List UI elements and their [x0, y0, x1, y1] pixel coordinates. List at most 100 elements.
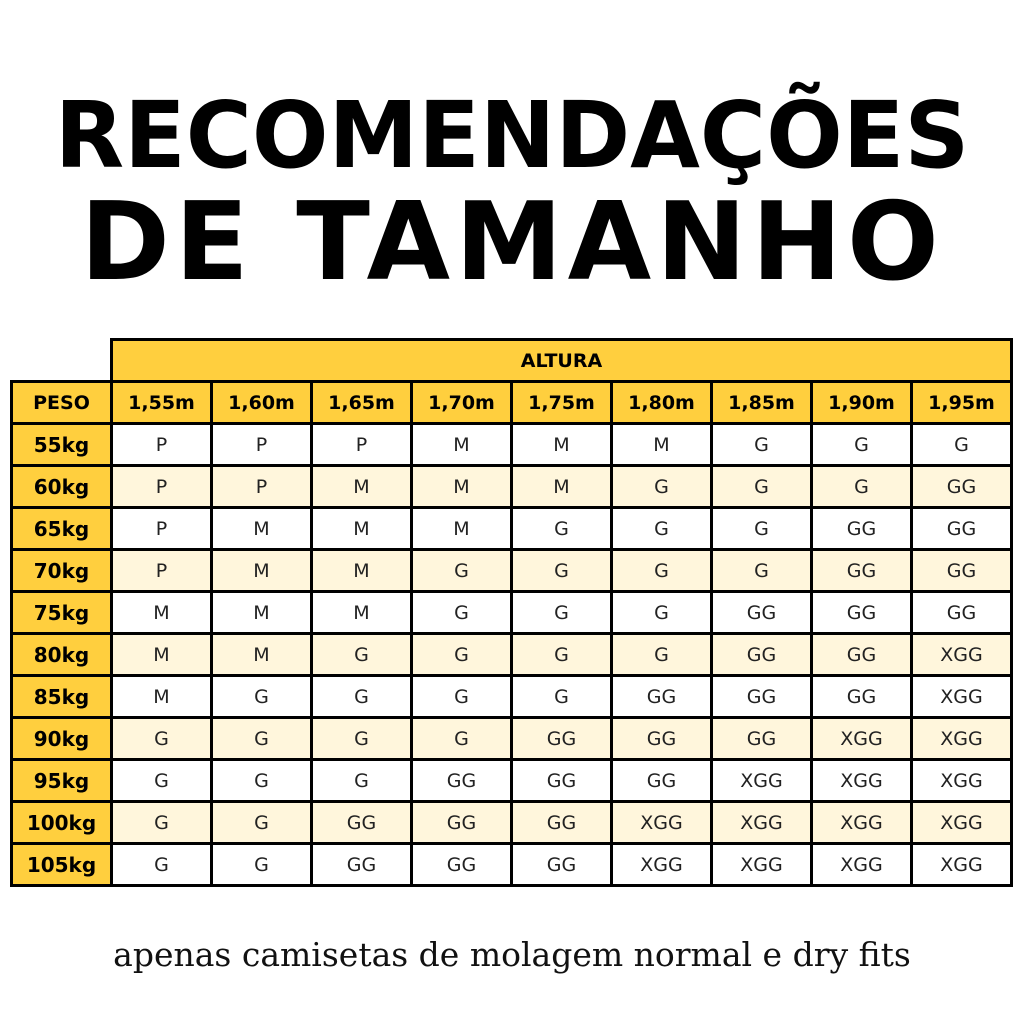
weight-row-header: 55kg	[10, 422, 113, 467]
weight-row-header: 65kg	[10, 506, 113, 551]
size-cell: XGG	[910, 674, 1013, 719]
size-cell: XGG	[810, 842, 913, 887]
size-cell: XGG	[910, 842, 1013, 887]
altura-header: ALTURA	[110, 338, 1013, 383]
size-cell: XGG	[710, 800, 813, 845]
table-row: 85kg M G G G G GG GG GG XGG	[10, 674, 1013, 719]
size-cell: XGG	[810, 758, 913, 803]
size-cell: P	[210, 422, 313, 467]
size-cell: M	[310, 590, 413, 635]
size-cell: G	[210, 716, 313, 761]
size-cell: M	[110, 674, 213, 719]
size-cell: GG	[710, 716, 813, 761]
size-cell: G	[410, 632, 513, 677]
size-cell: GG	[610, 716, 713, 761]
size-cell: M	[210, 506, 313, 551]
weight-row-header: 100kg	[10, 800, 113, 845]
size-cell: M	[310, 506, 413, 551]
size-cell: G	[710, 422, 813, 467]
size-cell: GG	[710, 632, 813, 677]
height-column-header: 1,95m	[910, 380, 1013, 425]
size-cell: GG	[510, 800, 613, 845]
height-column-header: 1,70m	[410, 380, 513, 425]
size-cell: G	[210, 758, 313, 803]
size-cell: G	[610, 464, 713, 509]
size-cell: GG	[410, 758, 513, 803]
size-cell: XGG	[710, 842, 813, 887]
size-cell: GG	[610, 674, 713, 719]
size-cell: GG	[710, 674, 813, 719]
size-cell: M	[510, 422, 613, 467]
size-cell: G	[910, 422, 1013, 467]
peso-header: PESO	[10, 380, 113, 425]
size-cell: M	[510, 464, 613, 509]
size-cell: GG	[610, 758, 713, 803]
size-cell: G	[310, 758, 413, 803]
weight-row-header: 70kg	[10, 548, 113, 593]
size-cell: G	[410, 674, 513, 719]
size-cell: G	[610, 632, 713, 677]
size-cell: GG	[510, 842, 613, 887]
altura-header-row: ALTURA	[11, 338, 1013, 383]
size-cell: GG	[510, 716, 613, 761]
size-cell: P	[110, 548, 213, 593]
size-cell: XGG	[810, 800, 913, 845]
height-column-header: 1,65m	[310, 380, 413, 425]
size-cell: XGG	[610, 842, 713, 887]
height-column-header: 1,80m	[610, 380, 713, 425]
size-cell: XGG	[610, 800, 713, 845]
height-column-header: 1,60m	[210, 380, 313, 425]
size-cell: G	[210, 842, 313, 887]
size-cell: GG	[810, 506, 913, 551]
size-cell: GG	[910, 506, 1013, 551]
size-cell: P	[110, 506, 213, 551]
height-column-header: 1,90m	[810, 380, 913, 425]
size-cell: GG	[810, 548, 913, 593]
size-cell: G	[310, 632, 413, 677]
page-title-line-2: DE TAMANHO	[80, 180, 944, 305]
size-cell: XGG	[910, 716, 1013, 761]
size-cell: GG	[910, 590, 1013, 635]
size-cell: G	[810, 422, 913, 467]
table-row: 105kg G G GG GG GG XGG XGG XGG XGG	[10, 842, 1013, 887]
size-cell: GG	[310, 842, 413, 887]
size-cell: GG	[410, 800, 513, 845]
size-cell: G	[110, 800, 213, 845]
size-cell: XGG	[910, 632, 1013, 677]
table-corner	[11, 339, 112, 382]
weight-row-header: 90kg	[10, 716, 113, 761]
table-row: 80kg M M G G G G GG GG XGG	[10, 632, 1013, 677]
size-cell: G	[210, 674, 313, 719]
size-cell: G	[510, 548, 613, 593]
size-cell: G	[710, 548, 813, 593]
page-title-line-1: RECOMENDAÇÕES	[54, 82, 970, 189]
size-cell: G	[310, 716, 413, 761]
size-cell: G	[510, 506, 613, 551]
table-row: 60kg P P M M M G G G GG	[10, 464, 1013, 509]
size-cell: M	[410, 464, 513, 509]
weight-row-header: 85kg	[10, 674, 113, 719]
size-cell: P	[210, 464, 313, 509]
size-cell: G	[510, 590, 613, 635]
size-cell: G	[310, 674, 413, 719]
size-recommendation-table: ALTURA PESO 1,55m 1,60m 1,65m 1,70m 1,75m 1,8…	[10, 338, 1013, 887]
table-row: 70kg P M M G G G G GG GG	[10, 548, 1013, 593]
size-cell: G	[610, 548, 713, 593]
size-cell: M	[210, 632, 313, 677]
footer-note: apenas camisetas de molagem normal e dry…	[113, 935, 911, 974]
size-cell: M	[210, 548, 313, 593]
size-cell: GG	[810, 674, 913, 719]
size-cell: G	[410, 590, 513, 635]
weight-row-header: 95kg	[10, 758, 113, 803]
weight-row-header: 60kg	[10, 464, 113, 509]
table-row: 65kg P M M M G G G GG GG	[10, 506, 1013, 551]
size-cell: G	[710, 464, 813, 509]
size-cell: GG	[810, 590, 913, 635]
size-cell: G	[410, 548, 513, 593]
size-cell: G	[110, 842, 213, 887]
size-cell: G	[710, 506, 813, 551]
size-cell: GG	[910, 548, 1013, 593]
size-cell: G	[610, 506, 713, 551]
size-cell: M	[110, 632, 213, 677]
height-column-header: 1,75m	[510, 380, 613, 425]
